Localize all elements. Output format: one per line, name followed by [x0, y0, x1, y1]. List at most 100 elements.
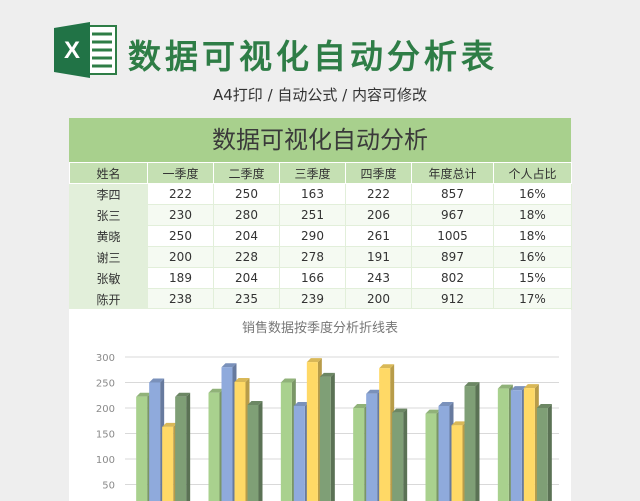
bar-chart: 300 250 200 150 100 50: [69, 309, 571, 501]
table-cell[interactable]: 谢三: [70, 247, 148, 268]
table-cell[interactable]: 黄晓: [70, 226, 148, 247]
bar: [426, 414, 437, 501]
table-cell[interactable]: 206: [346, 205, 412, 226]
bar: [498, 389, 509, 501]
y-tick-label: 150: [96, 430, 115, 441]
column-header[interactable]: 姓名: [70, 163, 148, 184]
excel-icon: X: [52, 22, 118, 78]
table-cell[interactable]: 238: [148, 289, 214, 310]
table-cell[interactable]: 18%: [494, 226, 572, 247]
bar: [537, 408, 548, 501]
table-cell[interactable]: 228: [214, 247, 280, 268]
table-cell[interactable]: 243: [346, 268, 412, 289]
page-title: 数据可视化自动分析表: [128, 30, 498, 78]
y-tick-label: 200: [96, 404, 115, 415]
table-cell[interactable]: 张三: [70, 205, 148, 226]
table-cell[interactable]: 李四: [70, 184, 148, 205]
table-row: 陈开 238 235 239 200 912 17%: [70, 289, 572, 310]
bar: [511, 390, 522, 501]
table-cell[interactable]: 166: [280, 268, 346, 289]
table-cell[interactable]: 17%: [494, 289, 572, 310]
table-cell[interactable]: 16%: [494, 247, 572, 268]
bar: [379, 368, 390, 501]
page-subtitle: A4打印 / 自动公式 / 内容可修改: [0, 84, 640, 105]
table-cell[interactable]: 陈开: [70, 289, 148, 310]
bar-side: [259, 401, 263, 501]
table-cell[interactable]: 280: [214, 205, 280, 226]
table-cell[interactable]: 张敏: [70, 268, 148, 289]
bar: [294, 406, 305, 501]
table-cell[interactable]: 163: [280, 184, 346, 205]
column-header[interactable]: 个人占比: [494, 163, 572, 184]
table-cell[interactable]: 15%: [494, 268, 572, 289]
bar: [366, 394, 377, 501]
column-header[interactable]: 二季度: [214, 163, 280, 184]
bar: [353, 408, 364, 501]
bar: [175, 397, 186, 501]
excel-logo-letter: X: [64, 37, 80, 64]
sheet-title: 数据可视化自动分析: [69, 118, 571, 162]
bar: [281, 383, 292, 501]
bar: [307, 362, 318, 501]
table-cell[interactable]: 239: [280, 289, 346, 310]
column-header[interactable]: 一季度: [148, 163, 214, 184]
table-row: 张敏 189 204 166 243 802 15%: [70, 268, 572, 289]
bar: [235, 382, 246, 501]
y-tick-label: 300: [96, 353, 115, 364]
table-row: 张三 230 280 251 206 967 18%: [70, 205, 572, 226]
table-cell[interactable]: 897: [412, 247, 494, 268]
table-cell[interactable]: 967: [412, 205, 494, 226]
table-cell[interactable]: 222: [346, 184, 412, 205]
table-cell[interactable]: 200: [346, 289, 412, 310]
column-header[interactable]: 四季度: [346, 163, 412, 184]
bar: [452, 425, 463, 501]
table-cell[interactable]: 290: [280, 226, 346, 247]
table-cell[interactable]: 1005: [412, 226, 494, 247]
bar-side: [186, 393, 190, 501]
table-header-row: 姓名 一季度 二季度 三季度 四季度 年度总计 个人占比: [70, 163, 572, 184]
bar: [320, 377, 331, 501]
spreadsheet-sheet: 数据可视化自动分析 姓名 一季度 二季度 三季度 四季度 年度总计 个人占比 李…: [69, 118, 571, 500]
y-tick-label: 250: [96, 379, 115, 390]
bar-side: [548, 404, 552, 501]
bar: [439, 406, 450, 501]
table-cell[interactable]: 16%: [494, 184, 572, 205]
table-cell[interactable]: 251: [280, 205, 346, 226]
bar-side: [476, 382, 480, 501]
y-tick-label: 100: [96, 455, 115, 466]
table-cell[interactable]: 250: [214, 184, 280, 205]
bar-side: [331, 373, 335, 501]
table-cell[interactable]: 261: [346, 226, 412, 247]
table-cell[interactable]: 200: [148, 247, 214, 268]
table-cell[interactable]: 278: [280, 247, 346, 268]
bar: [392, 413, 403, 501]
table-cell[interactable]: 204: [214, 268, 280, 289]
table-row: 谢三 200 228 278 191 897 16%: [70, 247, 572, 268]
bar: [524, 388, 535, 501]
y-tick-label: 50: [102, 481, 115, 492]
data-table: 姓名 一季度 二季度 三季度 四季度 年度总计 个人占比 李四 222 250 …: [69, 162, 572, 310]
bar: [248, 405, 259, 501]
table-cell[interactable]: 18%: [494, 205, 572, 226]
bar: [149, 383, 160, 501]
bar: [162, 427, 173, 501]
table-cell[interactable]: 204: [214, 226, 280, 247]
table-cell[interactable]: 191: [346, 247, 412, 268]
bar: [136, 397, 147, 501]
header: X 数据可视化自动分析表 A4打印 / 自动公式 / 内容可修改: [0, 0, 640, 118]
column-header[interactable]: 三季度: [280, 163, 346, 184]
table-cell[interactable]: 230: [148, 205, 214, 226]
table-cell[interactable]: 235: [214, 289, 280, 310]
bar: [209, 393, 220, 501]
table-row: 黄晓 250 204 290 261 1005 18%: [70, 226, 572, 247]
table-cell[interactable]: 222: [148, 184, 214, 205]
table-cell[interactable]: 250: [148, 226, 214, 247]
table-cell[interactable]: 912: [412, 289, 494, 310]
table-cell[interactable]: 189: [148, 268, 214, 289]
column-header[interactable]: 年度总计: [412, 163, 494, 184]
table-cell[interactable]: 857: [412, 184, 494, 205]
table-cell[interactable]: 802: [412, 268, 494, 289]
bar-side: [403, 409, 407, 501]
bar: [465, 386, 476, 501]
